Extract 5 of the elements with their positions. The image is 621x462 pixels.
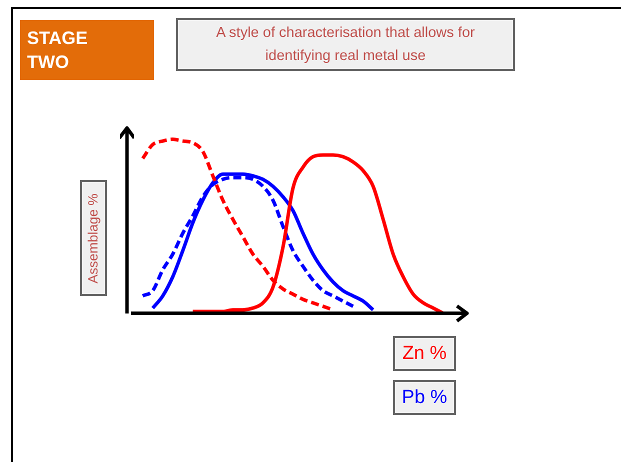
text: Zn % xyxy=(393,336,456,371)
chart-subtitle: A style of characterisation that allows for identifying real metal use xyxy=(176,18,515,71)
chart-title: STAGE TWO xyxy=(20,20,154,80)
text: Pb % xyxy=(393,380,456,415)
y-axis-title: Assemblage % xyxy=(86,192,102,284)
